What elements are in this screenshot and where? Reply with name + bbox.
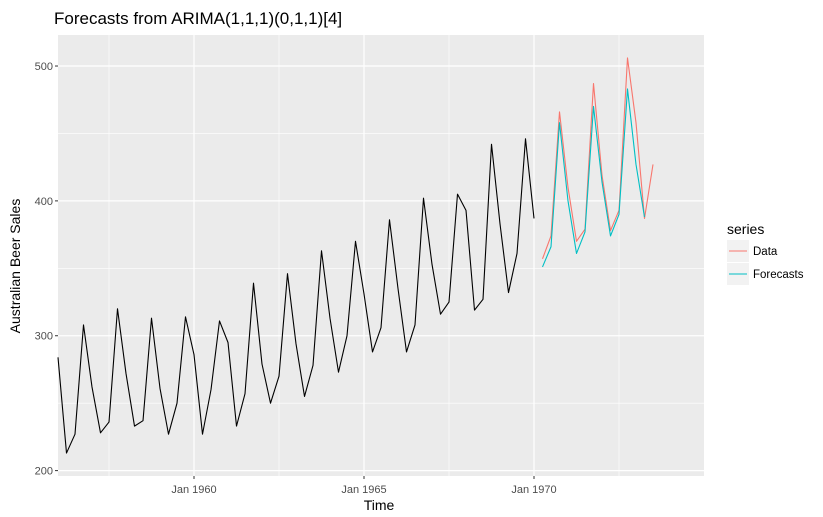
axis-ticks: 200 300 400 500 Jan 1960 Jan 1965 Jan 1970 [35,61,557,496]
chart-title: Forecasts from ARIMA(1,1,1)(0,1,1)[4] [54,9,342,28]
x-tick-label: Jan 1965 [341,484,386,496]
plot-panel [58,35,704,476]
y-tick-label: 500 [35,61,53,73]
series-line-forecasts [541,88,646,268]
grid-lines [58,35,704,476]
y-tick-label: 400 [35,196,53,208]
legend-label: Data [753,246,778,258]
x-tick-label: Jan 1970 [511,484,556,496]
legend-label: Forecasts [753,269,804,281]
y-tick-label: 300 [35,331,53,343]
x-tick-label: Jan 1960 [171,484,216,496]
series-line-data [541,57,654,260]
history-line [57,138,535,454]
y-tick-label: 200 [35,466,53,478]
legend-title: series [727,221,764,237]
series-layer [57,57,654,454]
legend: series Data Forecasts [727,221,804,285]
x-axis-title: Time [364,497,395,513]
y-axis-title: Australian Beer Sales [7,199,23,334]
